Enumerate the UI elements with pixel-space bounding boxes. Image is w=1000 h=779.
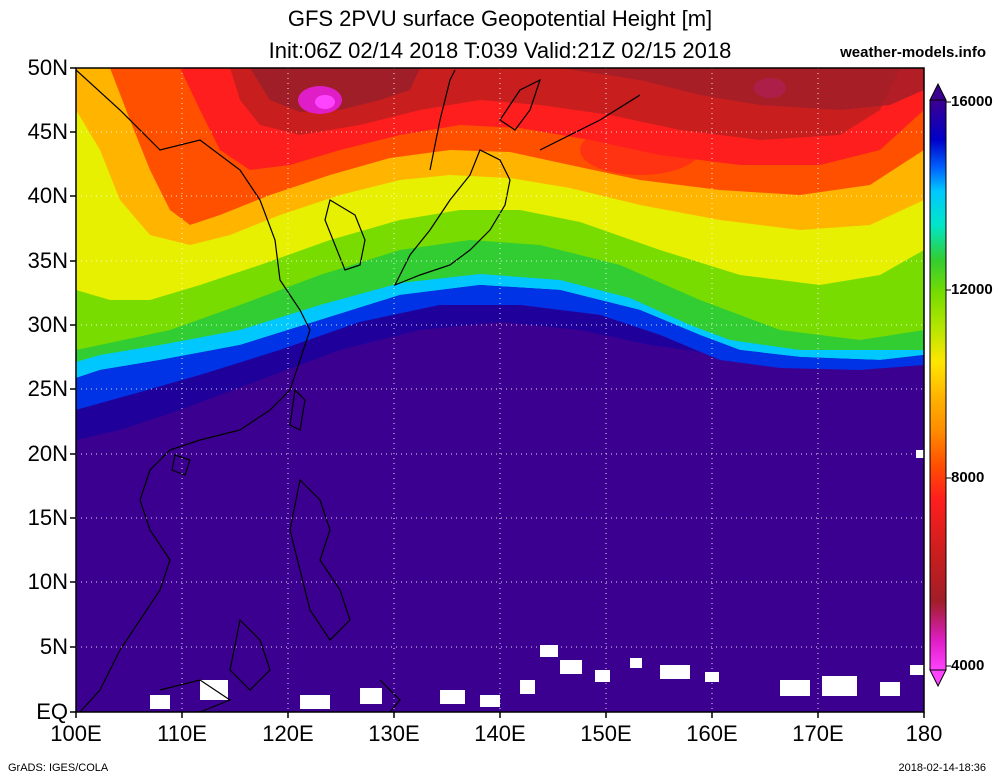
generation-timestamp: 2018-02-14-18:36 [898, 762, 986, 774]
lon-label: 120E [262, 721, 314, 746]
lat-label: 50N [27, 55, 68, 80]
colorbar-label: 16000 [951, 93, 993, 110]
lat-label: 30N [27, 312, 68, 337]
title-line-2: Init:06Z 02/14 2018 T:039 Valid:21Z 02/1… [268, 38, 732, 63]
site-credit: weather-models.info [840, 44, 986, 61]
lon-label: 110E [157, 721, 207, 746]
colorbar [929, 82, 951, 688]
lon-label: 180 [905, 721, 943, 746]
lat-label: 15N [27, 505, 68, 530]
lat-label: 20N [27, 441, 68, 466]
colorbar-label: 12000 [951, 281, 993, 298]
colorbar-bottom-arrow [929, 669, 947, 688]
lon-label: 100E [50, 721, 102, 746]
lat-label: EQ [36, 699, 68, 724]
axis-ticks [70, 67, 925, 718]
lat-label: 5N [39, 634, 68, 659]
grads-credit: GrADS: IGES/COLA [8, 762, 109, 774]
title-line-1: GFS 2PVU surface Geopotential Height [m] [287, 6, 713, 31]
lat-label: 25N [27, 376, 68, 401]
geopotential-field [76, 68, 924, 712]
lat-label: 45N [27, 119, 68, 144]
lat-label: 40N [27, 183, 68, 208]
lon-label: 160E [686, 721, 738, 746]
coastlines [76, 69, 641, 712]
lat-label: 10N [27, 569, 68, 594]
colorbar-label: 8000 [951, 469, 985, 486]
colorbar-label: 4000 [951, 657, 985, 674]
lon-label: 140E [474, 721, 526, 746]
lon-label: 130E [368, 721, 420, 746]
lon-label: 170E [792, 721, 844, 746]
lon-label: 150E [580, 721, 632, 746]
colorbar-top-arrow [929, 82, 947, 101]
lat-label: 35N [27, 248, 68, 273]
